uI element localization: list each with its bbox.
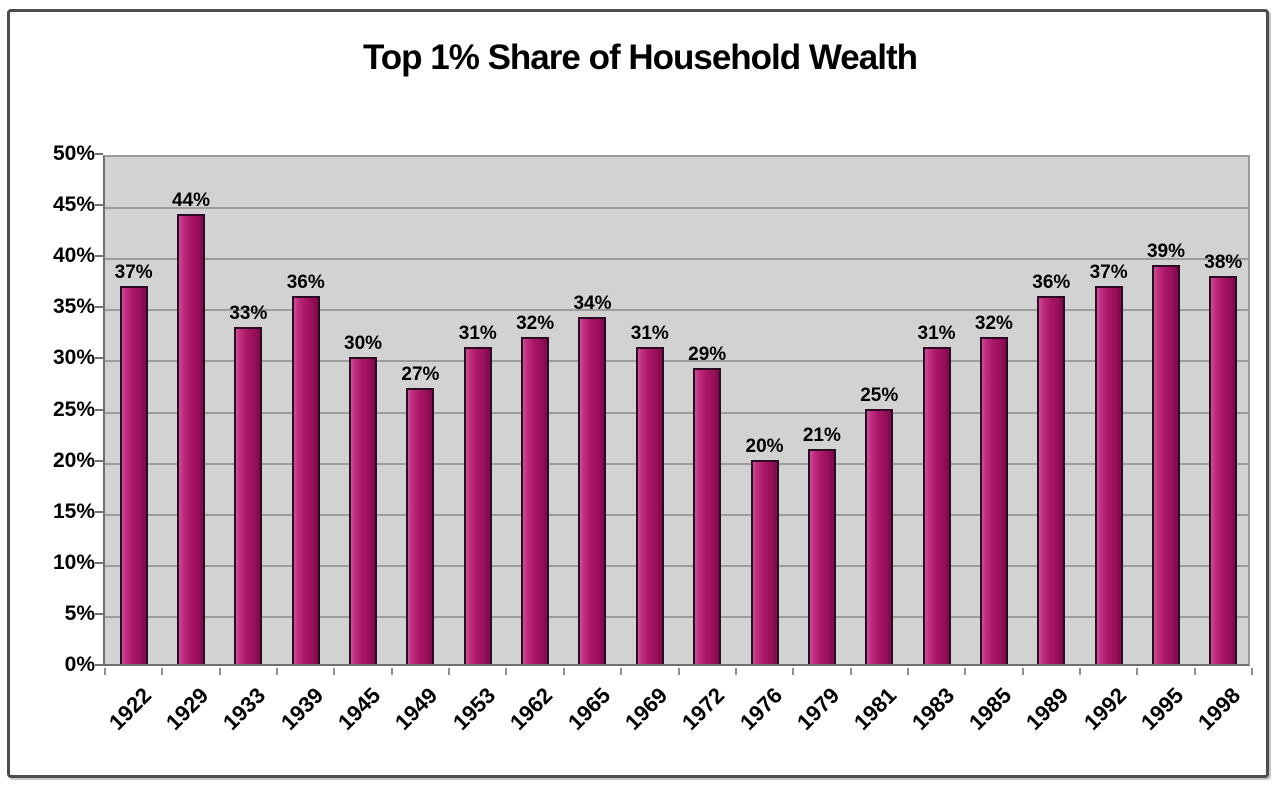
x-axis-tick-3: [276, 668, 279, 675]
bar-value-label-1976: 20%: [745, 435, 784, 457]
x-axis-tick-18: [1136, 668, 1139, 675]
bar-1992: [1094, 285, 1123, 664]
y-axis-tick-50: [95, 153, 103, 155]
gridline-5: [105, 615, 1248, 618]
plot-area: 37% 44% 33% 36% 30% 27% 31% 32% 34% 31% 29% 20% 21% 2…: [103, 155, 1253, 675]
x-axis-tick-5: [390, 668, 393, 675]
bar-1945: [349, 357, 378, 664]
bar-1949: [406, 388, 435, 664]
bar-1929: [177, 214, 206, 664]
bar-1939: [291, 296, 320, 664]
y-axis-label-30: 30%: [52, 346, 95, 370]
bar-value-label-1962: 32%: [516, 312, 555, 334]
y-axis-label-0: 0%: [64, 653, 95, 676]
y-axis-tick-35: [95, 306, 103, 309]
x-axis-tick-0: [104, 668, 106, 675]
y-axis-label-50: 50%: [52, 142, 95, 165]
x-axis-tick-8: [562, 668, 565, 675]
bar-value-label-1949: 27%: [401, 364, 440, 386]
gridline-20: [105, 462, 1248, 465]
bar-value-label-1981: 25%: [860, 384, 899, 406]
y-axis-tick-15: [95, 510, 103, 513]
x-axis-tick-13: [849, 668, 852, 675]
x-axis-tick-2: [218, 668, 221, 675]
y-axis-label-35: 35%: [52, 295, 95, 319]
gridline-35: [105, 309, 1248, 312]
y-axis-tick-5: [95, 612, 103, 615]
bar-value-label-1989: 36%: [1032, 272, 1071, 294]
x-axis-tick-9: [620, 668, 623, 675]
bar-1989: [1037, 296, 1066, 664]
bar-1983: [922, 347, 951, 664]
gridline-40: [105, 258, 1248, 261]
x-axis-tick-1: [161, 668, 164, 675]
bar-1981: [865, 408, 894, 664]
x-axis-tick-17: [1078, 668, 1081, 675]
bar-1972: [693, 367, 722, 664]
bar-value-label-1983: 31%: [917, 323, 956, 345]
chart-title: Top 1% Share of Household Wealth: [363, 38, 918, 77]
bar-value-label-1939: 36%: [286, 272, 325, 294]
x-axis-tick-6: [448, 668, 451, 675]
x-axis-tick-4: [333, 668, 336, 675]
x-axis-tick-14: [906, 668, 909, 675]
bar-value-label-1933: 33%: [229, 302, 268, 324]
y-axis-label-10: 10%: [52, 550, 95, 574]
bar-value-label-1953: 31%: [458, 323, 497, 345]
bar-value-label-1995: 39%: [1146, 241, 1185, 263]
bar-value-label-1992: 37%: [1089, 261, 1128, 283]
y-axis-label-40: 40%: [52, 244, 95, 268]
bar-1979: [807, 449, 836, 664]
y-axis-tick-25: [95, 408, 103, 411]
bar-value-label-1965: 34%: [573, 292, 612, 314]
y-axis-tick-30: [95, 357, 103, 360]
bar-value-label-1929: 44%: [172, 190, 211, 212]
x-axis-tick-15: [964, 668, 967, 675]
bar-value-label-1979: 21%: [802, 425, 841, 447]
y-axis-tick-0: [95, 664, 103, 666]
bar-value-label-1922: 37%: [114, 261, 153, 283]
y-axis-label-25: 25%: [52, 397, 95, 421]
y-axis-tick-40: [95, 255, 103, 258]
bar-1933: [234, 326, 263, 664]
bar-1998: [1209, 275, 1238, 664]
x-axis-tick-12: [792, 668, 795, 675]
y-axis-tick-20: [95, 459, 103, 462]
gridline-25: [105, 411, 1248, 414]
y-axis-label-15: 15%: [52, 499, 95, 523]
y-axis-label-5: 5%: [64, 601, 95, 625]
gridline-10: [105, 564, 1248, 567]
bar-1965: [578, 316, 607, 664]
bar-1969: [635, 347, 664, 664]
gridline-15: [105, 513, 1248, 516]
x-axis-tick-20: [1251, 668, 1253, 675]
bar-1985: [979, 336, 1008, 664]
bar-1976: [750, 459, 779, 664]
bar-value-label-1945: 30%: [344, 333, 383, 355]
x-axis-tick-16: [1021, 668, 1024, 675]
y-axis-tick-45: [95, 204, 103, 207]
y-axis-label-45: 45%: [52, 193, 95, 217]
bar-value-label-1972: 29%: [688, 343, 727, 365]
x-axis-tick-7: [505, 668, 508, 675]
x-axis-tick-10: [677, 668, 680, 675]
bar-1995: [1151, 265, 1180, 664]
bar-1953: [463, 347, 492, 664]
bar-1962: [521, 336, 550, 664]
gridline-45: [105, 207, 1248, 210]
bar-value-label-1985: 32%: [974, 312, 1013, 334]
bar-value-label-1998: 38%: [1204, 251, 1243, 273]
x-axis-tick-11: [734, 668, 737, 675]
y-axis-tick-10: [95, 561, 103, 564]
y-axis-label-20: 20%: [52, 448, 95, 472]
bar-value-label-1969: 31%: [630, 323, 669, 345]
gridline-30: [105, 360, 1248, 363]
bar-1922: [119, 285, 148, 664]
x-axis-tick-19: [1193, 668, 1196, 675]
